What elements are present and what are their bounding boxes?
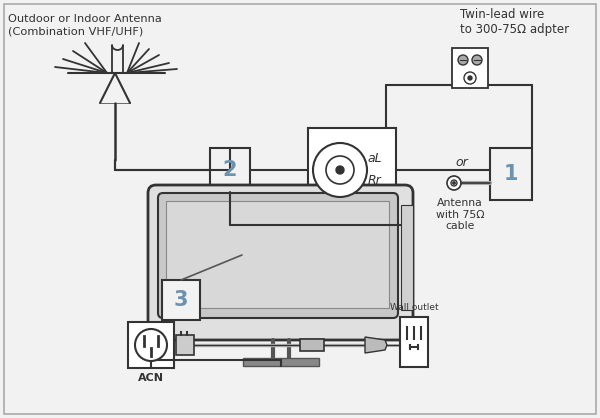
Text: or: or (455, 155, 469, 168)
Circle shape (472, 55, 482, 65)
Circle shape (135, 329, 167, 361)
FancyBboxPatch shape (128, 322, 174, 368)
FancyBboxPatch shape (308, 128, 396, 212)
Polygon shape (365, 337, 387, 353)
Text: 2: 2 (223, 160, 237, 180)
FancyBboxPatch shape (400, 317, 428, 367)
Circle shape (453, 182, 455, 184)
FancyBboxPatch shape (176, 335, 194, 355)
Text: ACN: ACN (138, 373, 164, 383)
Text: aL: aL (368, 151, 382, 165)
Text: Wall outlet: Wall outlet (389, 303, 439, 312)
Text: Antenna
with 75Ω
cable: Antenna with 75Ω cable (436, 198, 484, 231)
Circle shape (326, 156, 354, 184)
FancyBboxPatch shape (162, 280, 200, 320)
Circle shape (451, 180, 457, 186)
FancyBboxPatch shape (452, 48, 488, 88)
FancyBboxPatch shape (158, 193, 398, 318)
Text: 3: 3 (174, 290, 188, 310)
FancyBboxPatch shape (401, 205, 413, 310)
Circle shape (468, 76, 472, 80)
FancyBboxPatch shape (148, 185, 413, 340)
Text: (Combination VHF/UHF): (Combination VHF/UHF) (8, 26, 143, 36)
FancyBboxPatch shape (4, 4, 596, 414)
Circle shape (313, 143, 367, 197)
Text: Rr: Rr (368, 173, 382, 186)
Circle shape (447, 176, 461, 190)
Circle shape (458, 55, 468, 65)
Text: Twin-lead wire
to 300-75Ω adpter: Twin-lead wire to 300-75Ω adpter (460, 8, 569, 36)
FancyBboxPatch shape (166, 201, 389, 308)
FancyBboxPatch shape (300, 339, 324, 351)
Text: Outdoor or Indoor Antenna: Outdoor or Indoor Antenna (8, 14, 162, 24)
FancyBboxPatch shape (210, 148, 250, 192)
Circle shape (464, 72, 476, 84)
Text: 1: 1 (504, 164, 518, 184)
FancyBboxPatch shape (242, 358, 319, 366)
FancyBboxPatch shape (490, 148, 532, 200)
Circle shape (336, 166, 344, 174)
